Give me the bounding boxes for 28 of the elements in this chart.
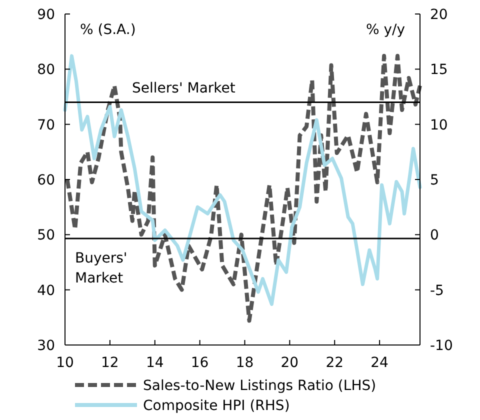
ref-line-label: Sellers' Market [132, 80, 236, 96]
y2-tick-label: 20 [430, 7, 448, 23]
x-tick-label: 24 [370, 355, 389, 371]
y2-tick-label: -5 [430, 282, 444, 299]
x-tick-label: 10 [56, 355, 74, 371]
y-tick-label: 50 [37, 228, 55, 244]
y-tick-label: 70 [37, 117, 55, 134]
y-tick-label: 90 [37, 7, 55, 23]
y-tick-label: 80 [37, 62, 55, 78]
y-tick-label: 30 [37, 338, 55, 354]
legend-label: Composite HPI (RHS) [143, 398, 290, 414]
ref-line-label: Buyers' Market [75, 250, 128, 287]
y-tick-label: 40 [37, 282, 55, 299]
x-tick-label: 22 [326, 355, 344, 371]
x-tick-label: 18 [236, 355, 254, 371]
x-tick-label: 20 [280, 355, 299, 371]
legend-label: Sales-to-New Listings Ratio (LHS) [143, 378, 376, 394]
y-tick-label: 60 [37, 172, 55, 188]
y2-tick-label: -10 [430, 338, 453, 354]
y2-tick-label: 0 [430, 228, 439, 244]
y2-tick-label: 5 [430, 172, 439, 188]
y-axis-title: % (S.A.) [80, 22, 136, 38]
x-tick-label: 14 [146, 355, 164, 371]
y2-tick-label: 10 [430, 117, 448, 134]
x-tick-label: 16 [190, 355, 209, 371]
y2-tick-label: 15 [430, 62, 448, 78]
x-tick-label: 12 [101, 355, 119, 371]
y2-axis-title: % y/y [366, 22, 405, 38]
